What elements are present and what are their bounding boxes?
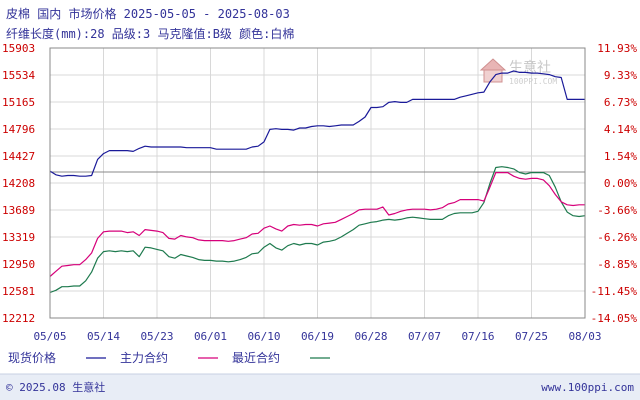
y-tick-label-right: 0.00% [604, 177, 637, 190]
x-tick-label: 05/23 [140, 330, 173, 343]
legend: 现货价格 主力合约 最近合约 [8, 350, 330, 365]
y-tick-label-left: 12212 [2, 312, 35, 325]
footer-url[interactable]: www.100ppi.com [541, 381, 634, 394]
series-layer [49, 70, 586, 294]
y-tick-label-left: 14427 [2, 150, 35, 163]
x-tick-label: 06/19 [301, 330, 334, 343]
series-line-1 [49, 172, 585, 277]
footer-copyright: © 2025.08 生意社 [6, 380, 105, 394]
y-tick-label-right: 4.14% [604, 123, 637, 136]
series-line-2 [49, 166, 586, 294]
y-tick-label-right: -14.05% [591, 312, 638, 325]
x-tick-label: 06/01 [194, 330, 227, 343]
watermark-url: 100PPI.COM [509, 77, 557, 86]
x-tick-label: 07/16 [461, 330, 494, 343]
x-tick-label: 05/05 [33, 330, 66, 343]
y-tick-label-right: -11.45% [591, 285, 638, 298]
watermark-text: 生意社 [509, 59, 551, 76]
grid [50, 48, 585, 318]
x-tick-label: 05/14 [87, 330, 120, 343]
y-axis-left: 15903 15534 15165 14796 14427 14208 13689 13319… [2, 42, 35, 325]
x-tick-label: 06/28 [354, 330, 387, 343]
legend-label: 现货价格 [8, 350, 56, 365]
house-icon [479, 58, 507, 83]
legend-label: 主力合约 [120, 350, 168, 365]
y-tick-label-left: 13319 [2, 231, 35, 244]
x-tick-label: 07/25 [515, 330, 548, 343]
y-tick-label-left: 12950 [2, 258, 35, 271]
y-tick-label-left: 13689 [2, 204, 35, 217]
x-tick-label: 06/10 [247, 330, 280, 343]
watermark-logo: 生意社 100PPI.COM [479, 58, 557, 86]
y-tick-label-right: -8.85% [597, 258, 637, 271]
plot-frame [49, 47, 586, 319]
y-tick-label-left: 14796 [2, 123, 35, 136]
y-tick-label-right: 11.93% [597, 42, 637, 55]
x-tick-label: 07/07 [408, 330, 441, 343]
y-tick-label-left: 12581 [2, 285, 35, 298]
y-tick-label-right: 6.73% [604, 96, 637, 109]
y-tick-label-right: -3.66% [597, 204, 637, 217]
chart-title: 皮棉 国内 市场价格 2025-05-05 - 2025-08-03 [6, 6, 290, 21]
y-tick-label-right: -6.26% [597, 231, 637, 244]
legend-label: 最近合约 [232, 350, 280, 365]
y-axis-right: 11.93% 9.33% 6.73% 4.14% 1.54% 0.00% -3.66% -6.… [591, 42, 638, 325]
x-tick-label: 08/03 [568, 330, 601, 343]
y-tick-label-left: 15903 [2, 42, 35, 55]
series-line-0 [49, 70, 585, 177]
x-axis: 05/05 05/14 05/23 06/01 06/10 06/19 06/28 07/07… [33, 330, 601, 343]
y-tick-label-left: 14208 [2, 177, 35, 190]
y-tick-label-right: 1.54% [604, 150, 637, 163]
y-tick-label-left: 15165 [2, 96, 35, 109]
y-tick-label-left: 15534 [2, 69, 35, 82]
footer-bar [0, 374, 640, 400]
chart-subtitle: 纤维长度(mm):28 品级:3 马克隆值:B级 颜色:白棉 [6, 26, 294, 41]
y-tick-label-right: 9.33% [604, 69, 637, 82]
